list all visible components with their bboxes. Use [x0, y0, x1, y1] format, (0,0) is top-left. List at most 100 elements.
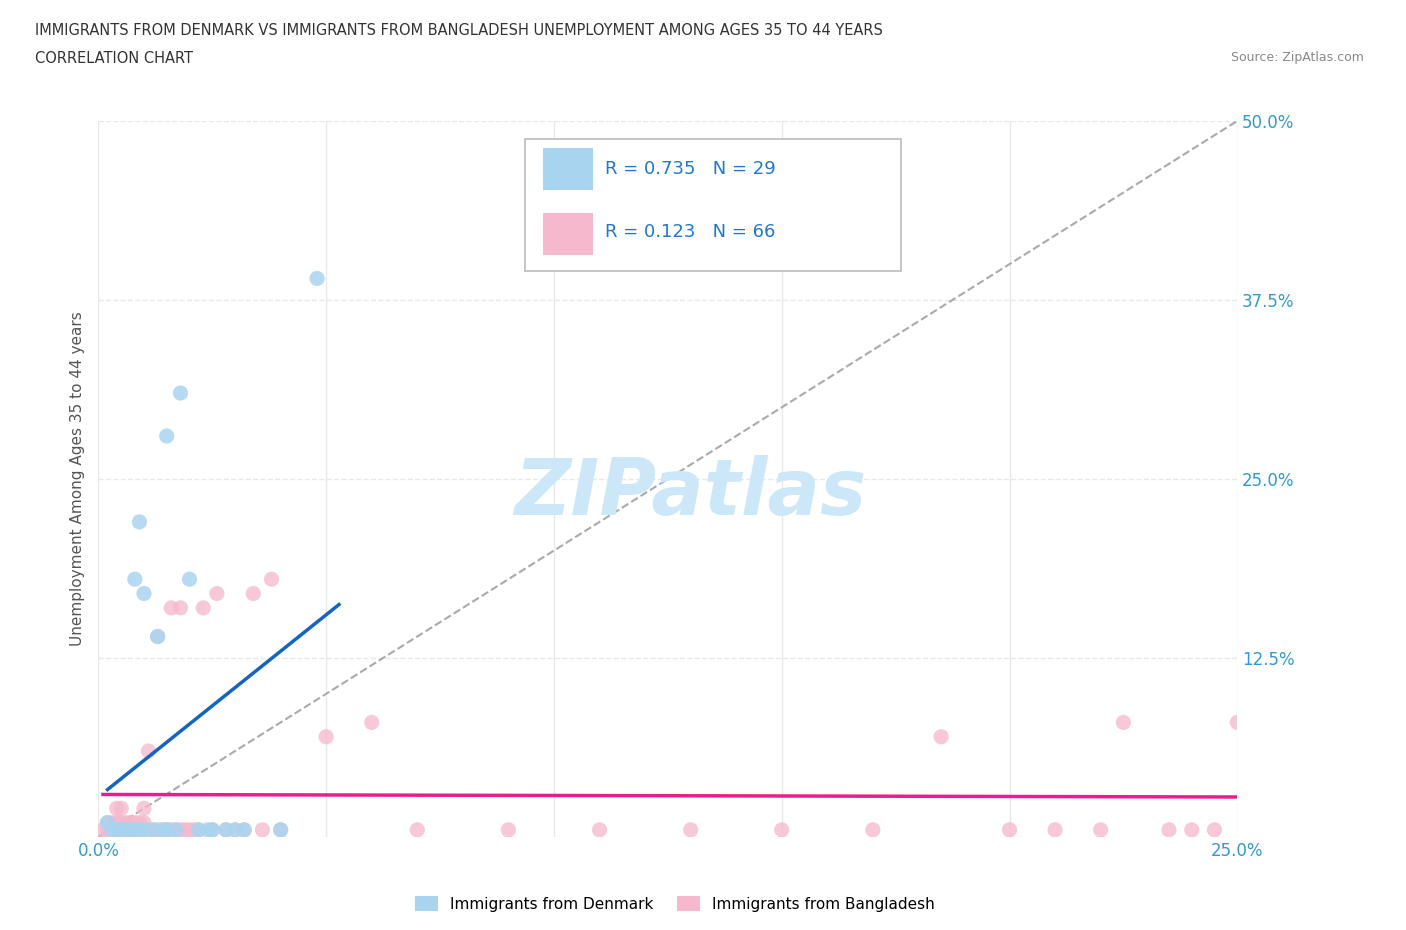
- Point: [124, 572, 146, 587]
- Point: [96, 822, 118, 837]
- Point: [114, 816, 136, 830]
- Point: [998, 822, 1021, 837]
- Point: [1112, 715, 1135, 730]
- Point: [105, 822, 128, 837]
- Y-axis label: Unemployment Among Ages 35 to 44 years: Unemployment Among Ages 35 to 44 years: [69, 312, 84, 646]
- Point: [406, 822, 429, 837]
- Point: [114, 822, 136, 837]
- Point: [128, 514, 150, 529]
- Point: [128, 822, 150, 837]
- Point: [1181, 822, 1204, 837]
- Point: [233, 822, 256, 837]
- Point: [233, 822, 256, 837]
- Point: [169, 822, 191, 837]
- Point: [169, 601, 191, 616]
- Point: [142, 822, 165, 837]
- Point: [224, 822, 246, 837]
- Point: [120, 822, 142, 837]
- Point: [183, 822, 205, 837]
- Text: Source: ZipAtlas.com: Source: ZipAtlas.com: [1230, 51, 1364, 64]
- Point: [146, 629, 169, 644]
- Point: [201, 822, 224, 837]
- Point: [315, 729, 337, 744]
- Point: [862, 822, 884, 837]
- Text: CORRELATION CHART: CORRELATION CHART: [35, 51, 193, 66]
- Point: [160, 601, 183, 616]
- Point: [105, 801, 128, 816]
- Point: [96, 816, 118, 830]
- Point: [224, 822, 246, 837]
- Point: [138, 822, 160, 837]
- Point: [120, 816, 142, 830]
- Point: [197, 822, 219, 837]
- Point: [201, 822, 224, 837]
- Point: [215, 822, 238, 837]
- Text: IMMIGRANTS FROM DENMARK VS IMMIGRANTS FROM BANGLADESH UNEMPLOYMENT AMONG AGES 35: IMMIGRANTS FROM DENMARK VS IMMIGRANTS FR…: [35, 23, 883, 38]
- Point: [101, 816, 124, 830]
- Point: [929, 729, 952, 744]
- Point: [1157, 822, 1180, 837]
- Point: [156, 822, 179, 837]
- Point: [174, 822, 197, 837]
- Point: [205, 586, 228, 601]
- Point: [498, 822, 520, 837]
- Point: [588, 822, 610, 837]
- Point: [146, 822, 169, 837]
- Point: [128, 822, 150, 837]
- Point: [101, 822, 124, 837]
- Point: [132, 822, 155, 837]
- Point: [242, 586, 264, 601]
- Point: [124, 816, 146, 830]
- Point: [1043, 822, 1066, 837]
- Point: [124, 822, 146, 837]
- Point: [132, 801, 155, 816]
- Point: [770, 822, 793, 837]
- Text: R = 0.735   N = 29: R = 0.735 N = 29: [605, 160, 776, 178]
- Point: [187, 822, 209, 837]
- Point: [150, 822, 173, 837]
- Point: [146, 629, 169, 644]
- Text: R = 0.123   N = 66: R = 0.123 N = 66: [605, 223, 776, 241]
- Point: [156, 822, 179, 837]
- Point: [1090, 822, 1112, 837]
- Point: [156, 429, 179, 444]
- Point: [101, 822, 124, 837]
- Point: [138, 744, 160, 759]
- Point: [187, 822, 209, 837]
- Point: [110, 822, 132, 837]
- Point: [150, 822, 173, 837]
- Point: [132, 816, 155, 830]
- Legend: Immigrants from Denmark, Immigrants from Bangladesh: Immigrants from Denmark, Immigrants from…: [409, 889, 941, 918]
- Point: [1226, 715, 1249, 730]
- Point: [1204, 822, 1226, 837]
- Point: [160, 822, 183, 837]
- FancyBboxPatch shape: [526, 139, 901, 272]
- Point: [124, 822, 146, 837]
- Point: [260, 572, 283, 587]
- Point: [132, 586, 155, 601]
- Point: [252, 822, 274, 837]
- Point: [165, 822, 187, 837]
- Point: [193, 601, 215, 616]
- Point: [270, 822, 292, 837]
- Point: [165, 822, 187, 837]
- Point: [105, 822, 128, 837]
- Point: [156, 822, 179, 837]
- Point: [91, 822, 114, 837]
- Point: [679, 822, 702, 837]
- Point: [179, 572, 201, 587]
- Point: [132, 822, 155, 837]
- Point: [110, 822, 132, 837]
- FancyBboxPatch shape: [543, 148, 593, 191]
- Point: [179, 822, 201, 837]
- Point: [110, 822, 132, 837]
- Point: [110, 816, 132, 830]
- Point: [307, 271, 329, 286]
- Point: [128, 816, 150, 830]
- Point: [110, 801, 132, 816]
- Point: [215, 822, 238, 837]
- Text: ZIPatlas: ZIPatlas: [515, 456, 866, 531]
- Point: [270, 822, 292, 837]
- Point: [96, 816, 118, 830]
- Point: [142, 822, 165, 837]
